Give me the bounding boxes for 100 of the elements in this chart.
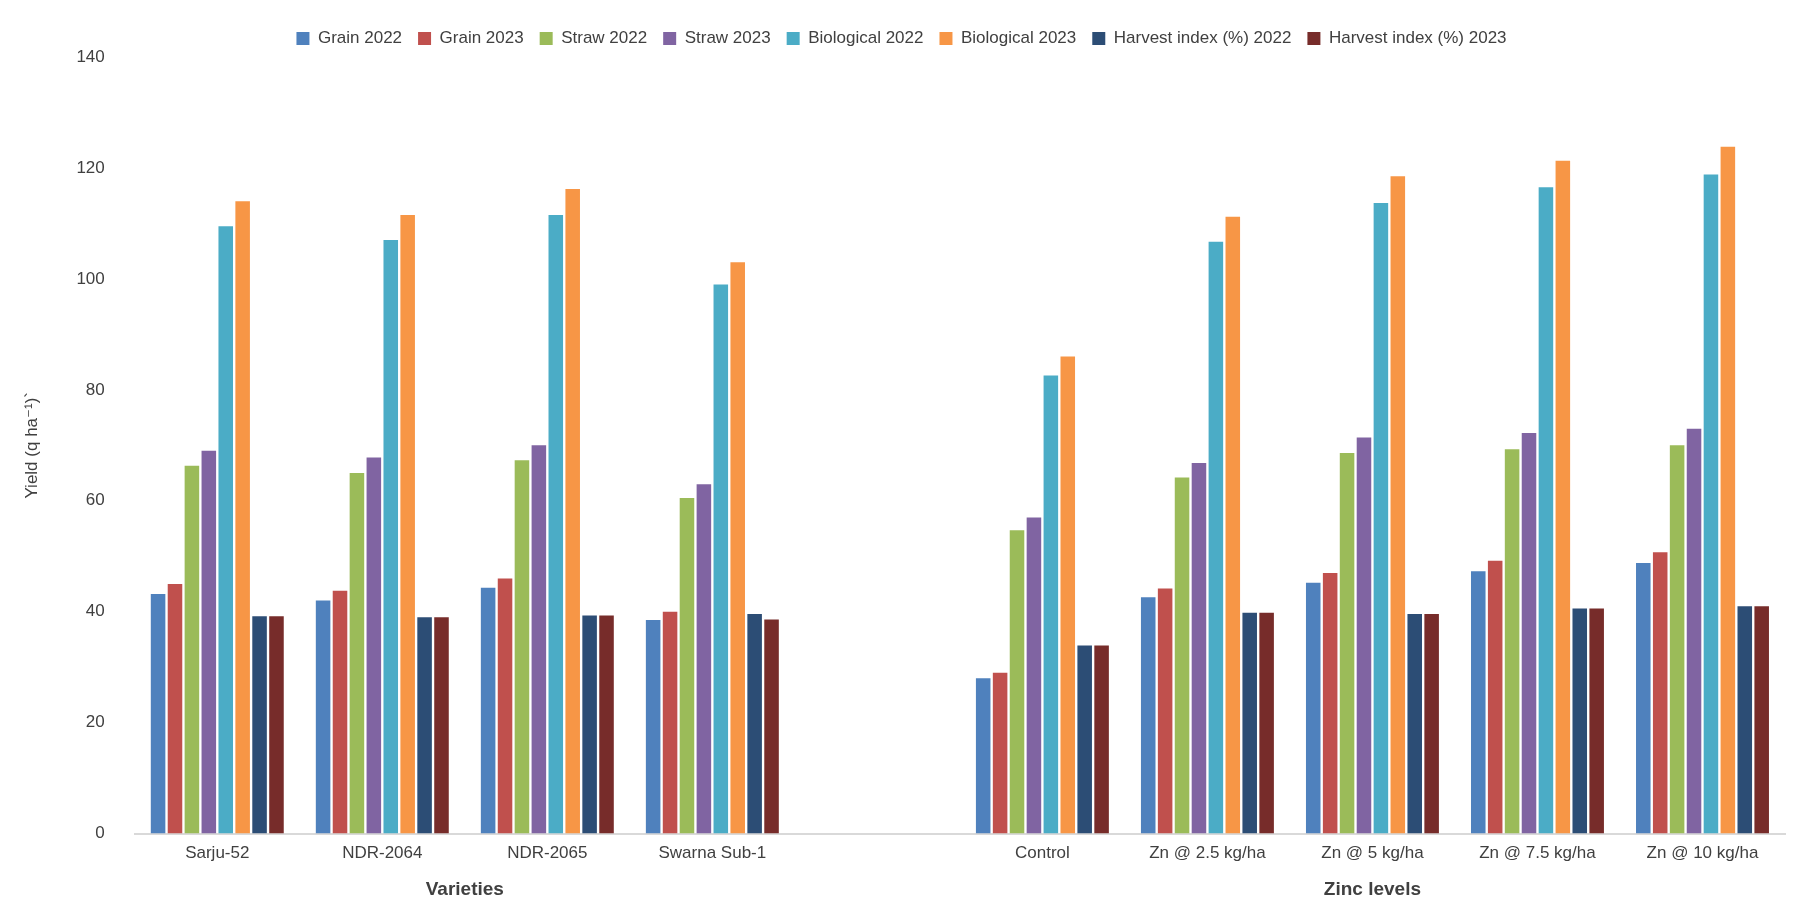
bar xyxy=(349,473,365,834)
bar xyxy=(662,611,678,834)
bar xyxy=(1208,241,1224,834)
bar xyxy=(747,613,762,834)
bar xyxy=(1356,437,1372,834)
x-tick-label: Zn @ 10 kg/ha xyxy=(1646,843,1759,863)
bar xyxy=(366,457,382,834)
bar xyxy=(1572,608,1588,834)
bar xyxy=(713,284,729,834)
bar xyxy=(992,672,1008,834)
x-tick-label: Control xyxy=(1014,843,1070,863)
bar xyxy=(1504,449,1520,834)
bar xyxy=(201,450,217,834)
bar xyxy=(764,619,779,834)
legend-label: Straw 2022 xyxy=(561,28,648,48)
bar xyxy=(400,215,415,834)
x-tick-label: Swarna Sub-1 xyxy=(658,843,767,863)
bar xyxy=(1652,552,1668,834)
bar xyxy=(599,615,614,834)
y-tick-label: 20 xyxy=(85,712,105,732)
bar xyxy=(1157,588,1173,834)
legend-label: Harvest index (%) 2022 xyxy=(1113,28,1292,48)
bar xyxy=(1589,608,1604,834)
bar xyxy=(1060,356,1076,834)
bar xyxy=(1242,612,1257,834)
text: Zinc levels xyxy=(1323,877,1422,899)
bar xyxy=(218,226,234,834)
bar xyxy=(1305,582,1321,834)
bar xyxy=(434,617,449,834)
y-tick-label: 100 xyxy=(76,268,105,288)
bar xyxy=(1487,560,1503,834)
bar xyxy=(1636,562,1651,834)
bar xyxy=(1339,453,1355,834)
y-axis-title: Yield (q ha⁻¹)` xyxy=(21,392,41,499)
bar xyxy=(1424,613,1439,834)
bar xyxy=(1225,216,1241,834)
legend-label: Grain 2022 xyxy=(317,28,403,48)
bar xyxy=(150,593,166,834)
legend-label: Straw 2023 xyxy=(684,28,771,48)
bar xyxy=(531,445,547,834)
legend-label: Biological 2023 xyxy=(960,28,1077,48)
y-tick-label: 0 xyxy=(95,823,105,843)
bar xyxy=(1470,571,1486,834)
bar xyxy=(1754,606,1769,834)
bar xyxy=(1259,612,1274,834)
bar xyxy=(1174,477,1190,834)
bar xyxy=(417,617,432,834)
bar xyxy=(1077,645,1092,834)
x-tick-label: Zn @ 7.5 kg/ha xyxy=(1479,843,1597,863)
bar xyxy=(679,498,695,834)
bar xyxy=(1390,176,1406,834)
legend-label: Biological 2022 xyxy=(808,28,924,48)
bar xyxy=(184,465,200,834)
bar xyxy=(252,616,267,834)
bar xyxy=(315,600,331,834)
x-tick-label: Sarju-52 xyxy=(185,843,250,863)
x-tick-label: Zn @ 2.5 kg/ha xyxy=(1149,843,1267,863)
text: Varieties xyxy=(425,877,504,899)
bar xyxy=(1043,375,1059,834)
bar xyxy=(1669,445,1685,834)
bar xyxy=(645,620,661,834)
bar xyxy=(269,616,284,834)
y-tick-label: 40 xyxy=(85,601,105,621)
bar xyxy=(497,578,513,834)
bar xyxy=(1009,530,1025,834)
bar xyxy=(548,215,564,834)
bar xyxy=(1737,606,1753,834)
bar xyxy=(480,587,496,834)
bar xyxy=(1094,645,1109,834)
bar xyxy=(730,262,745,834)
bar xyxy=(1521,433,1537,834)
bar xyxy=(1140,597,1156,834)
legend-label: Harvest index (%) 2023 xyxy=(1328,28,1507,48)
bar xyxy=(1407,613,1422,834)
bar xyxy=(975,678,991,834)
x-tick-label: Zn @ 5 kg/ha xyxy=(1321,843,1425,863)
bar xyxy=(1686,428,1702,834)
bar xyxy=(383,240,399,834)
bar xyxy=(1191,463,1207,834)
bar xyxy=(167,583,183,834)
y-tick-label: 80 xyxy=(85,379,105,399)
bar xyxy=(1322,572,1338,834)
x-tick-label: NDR-2064 xyxy=(342,843,423,863)
bar xyxy=(696,484,712,834)
bar xyxy=(332,590,348,834)
bar xyxy=(1720,146,1736,834)
x-tick-label: NDR-2065 xyxy=(507,843,588,863)
bar xyxy=(1373,202,1389,834)
bar xyxy=(1026,517,1042,834)
bar xyxy=(1538,187,1554,834)
bar xyxy=(565,189,580,834)
y-tick-label: 140 xyxy=(76,46,105,66)
bar xyxy=(235,201,250,834)
y-tick-label: 60 xyxy=(85,490,105,510)
bar xyxy=(1703,174,1719,834)
y-tick-label: 120 xyxy=(76,157,105,177)
bar xyxy=(1555,160,1571,834)
bar xyxy=(582,615,597,834)
legend-label: Grain 2023 xyxy=(439,28,524,48)
bar xyxy=(514,460,530,834)
